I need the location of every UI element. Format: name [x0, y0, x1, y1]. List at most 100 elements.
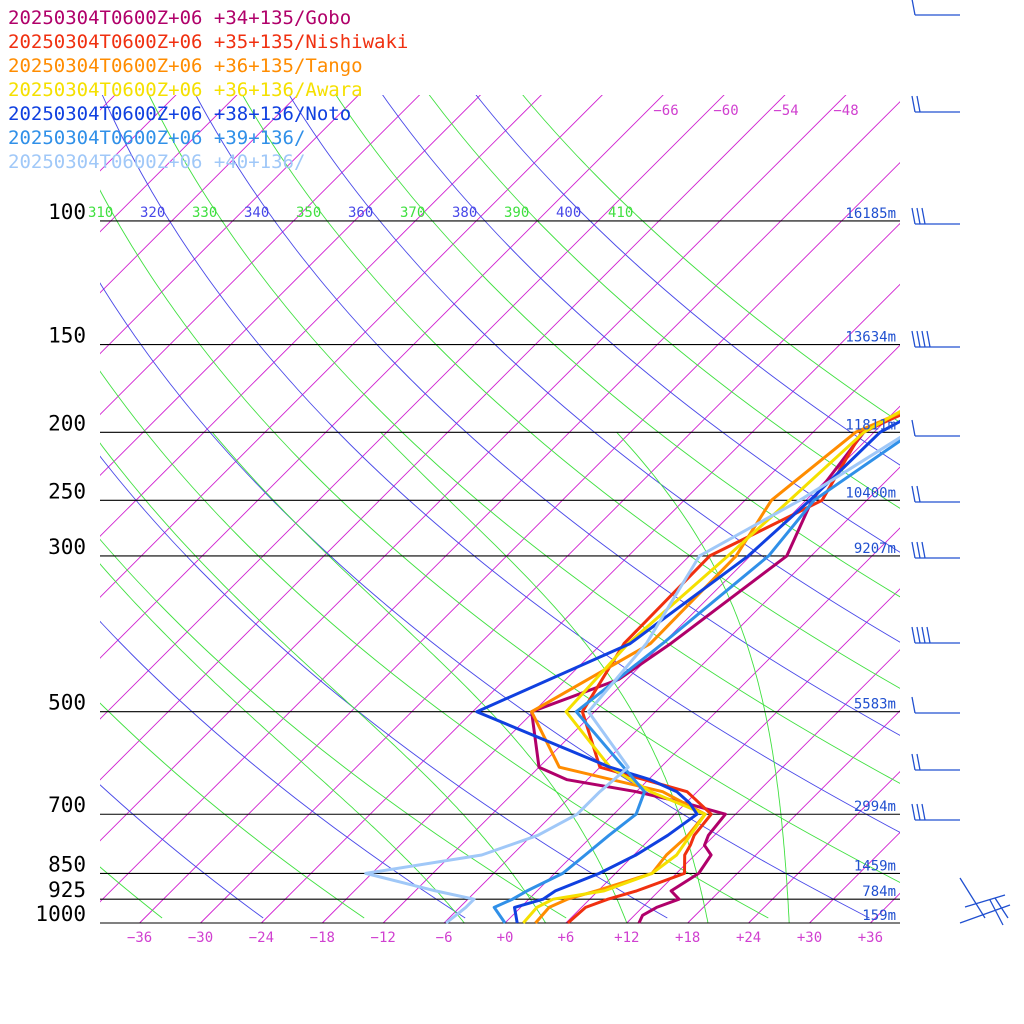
isotherm-line [565, 588, 900, 924]
pressure-label: 925 [48, 878, 86, 902]
isotherm-line [687, 710, 900, 924]
wind-barb-feather [911, 485, 916, 503]
isotherm-line [100, 95, 299, 294]
wind-barbs [911, 0, 1011, 926]
dry-adiabat-line [101, 95, 900, 833]
isotherm-line [100, 95, 482, 477]
wind-barb-feather [926, 330, 931, 348]
wind-barb-feather [921, 803, 926, 821]
height-label: 159m [862, 908, 896, 924]
isotherm-line [139, 161, 900, 924]
wind-barb-feather [911, 0, 916, 16]
theta-label: 380 [452, 205, 477, 221]
isotherm-top-label: −60 [713, 103, 738, 119]
pressure-label: 1000 [35, 902, 86, 926]
isotherm-line [100, 95, 238, 233]
dry-adiabat-line [241, 95, 900, 689]
x-tick-label: −12 [371, 930, 396, 946]
isotherm-line [100, 95, 421, 416]
x-tick-label: −6 [436, 930, 453, 946]
dry-adiabat-lines [100, 95, 900, 919]
dry-adiabat-line [100, 189, 900, 883]
isotherm-top-label: −48 [833, 103, 858, 119]
theta-label: 340 [244, 205, 269, 221]
isotherm-line [100, 95, 664, 659]
x-tick-label: −30 [188, 930, 213, 946]
wind-barb-feather [916, 626, 921, 644]
dry-adiabat-line [335, 95, 900, 598]
height-label: 11811m [845, 417, 896, 433]
theta-label: 320 [140, 205, 165, 221]
dry-adiabat-line [428, 95, 900, 509]
moist-adiabat-line [380, 431, 709, 924]
legend-entry: 20250304T0600Z+06 +40+136/ [8, 151, 305, 173]
pressure-label: 700 [48, 793, 86, 817]
wind-barb-feather [926, 626, 931, 644]
height-label: 9207m [854, 541, 896, 557]
theta-label: 370 [400, 205, 425, 221]
isotherm-line [100, 95, 725, 720]
isotherm-line [321, 344, 900, 924]
theta-label: 410 [608, 205, 633, 221]
pressure-label: 100 [48, 200, 86, 224]
axis-labels: 100 16185m 150 13634m 200 11811m 250 10400m 300 9… [35, 103, 896, 946]
moist-adiabat-line [616, 431, 790, 924]
dry-adiabat-line [100, 620, 466, 919]
wind-barb-feather [911, 419, 916, 437]
legend: 20250304T0600Z+06 +34+135/Gobo20250304T0… [8, 7, 408, 173]
height-label: 2994m [854, 799, 896, 815]
x-tick-label: +12 [614, 930, 639, 946]
dry-adiabat-line [100, 370, 769, 919]
isotherm-line [200, 222, 900, 924]
wind-barb-feather [921, 541, 926, 559]
x-tick-label: +36 [858, 930, 883, 946]
legend-entry: 20250304T0600Z+06 +38+136/Noto [8, 103, 351, 125]
isotherm-line [100, 95, 360, 355]
height-label: 1459m [854, 858, 896, 874]
theta-label: 360 [348, 205, 373, 221]
pressure-label: 200 [48, 411, 86, 435]
wind-barb-feather [916, 753, 921, 771]
profile-line-3 [522, 409, 900, 924]
isotherm-top-label: −54 [773, 103, 798, 119]
wind-barb-feather [916, 330, 921, 348]
wind-barb-feather [921, 626, 926, 644]
dry-adiabat-line [148, 95, 900, 784]
isobar-lines [100, 220, 900, 924]
profile-line-5 [492, 439, 900, 924]
moist-adiabat-line [100, 442, 546, 924]
theta-label: 350 [296, 205, 321, 221]
wind-barb-feather [911, 696, 916, 714]
isotherm-line [100, 95, 786, 781]
height-label: 13634m [845, 330, 896, 346]
isotherm-line [100, 95, 542, 537]
legend-entry: 20250304T0600Z+06 +35+135/Nishiwaki [8, 31, 408, 53]
wind-barb-feather [911, 626, 916, 644]
legend-entry: 20250304T0600Z+06 +36+136/Awara [8, 79, 363, 101]
x-tick-label: +18 [675, 930, 700, 946]
wind-barb-feather [916, 541, 921, 559]
wind-barb-feather [911, 753, 916, 771]
wind-barb-feather [911, 95, 916, 113]
wind-barb-surface [959, 877, 1011, 926]
legend-entry: 20250304T0600Z+06 +36+135/Tango [8, 55, 363, 77]
profile-line-4 [475, 419, 900, 924]
dry-adiabat-line [288, 95, 900, 643]
dry-adiabat-line [100, 538, 567, 919]
pressure-label: 150 [48, 324, 86, 348]
theta-label: 330 [192, 205, 217, 221]
dry-adiabat-line [100, 455, 668, 919]
isotherm-line [261, 283, 900, 924]
pressure-label: 250 [48, 479, 86, 503]
profile-line-6 [364, 435, 900, 925]
wind-barb-feather [916, 485, 921, 503]
wind-barb-feather [916, 207, 921, 225]
dry-adiabat-line [522, 95, 900, 423]
isotherm-top-label: −66 [653, 103, 678, 119]
wind-barb-feather [911, 803, 916, 821]
theta-label: 390 [504, 205, 529, 221]
x-tick-label: +24 [736, 930, 761, 946]
x-tick-label: +30 [797, 930, 822, 946]
wind-barb-feather [916, 803, 921, 821]
isotherm-line [100, 95, 603, 598]
